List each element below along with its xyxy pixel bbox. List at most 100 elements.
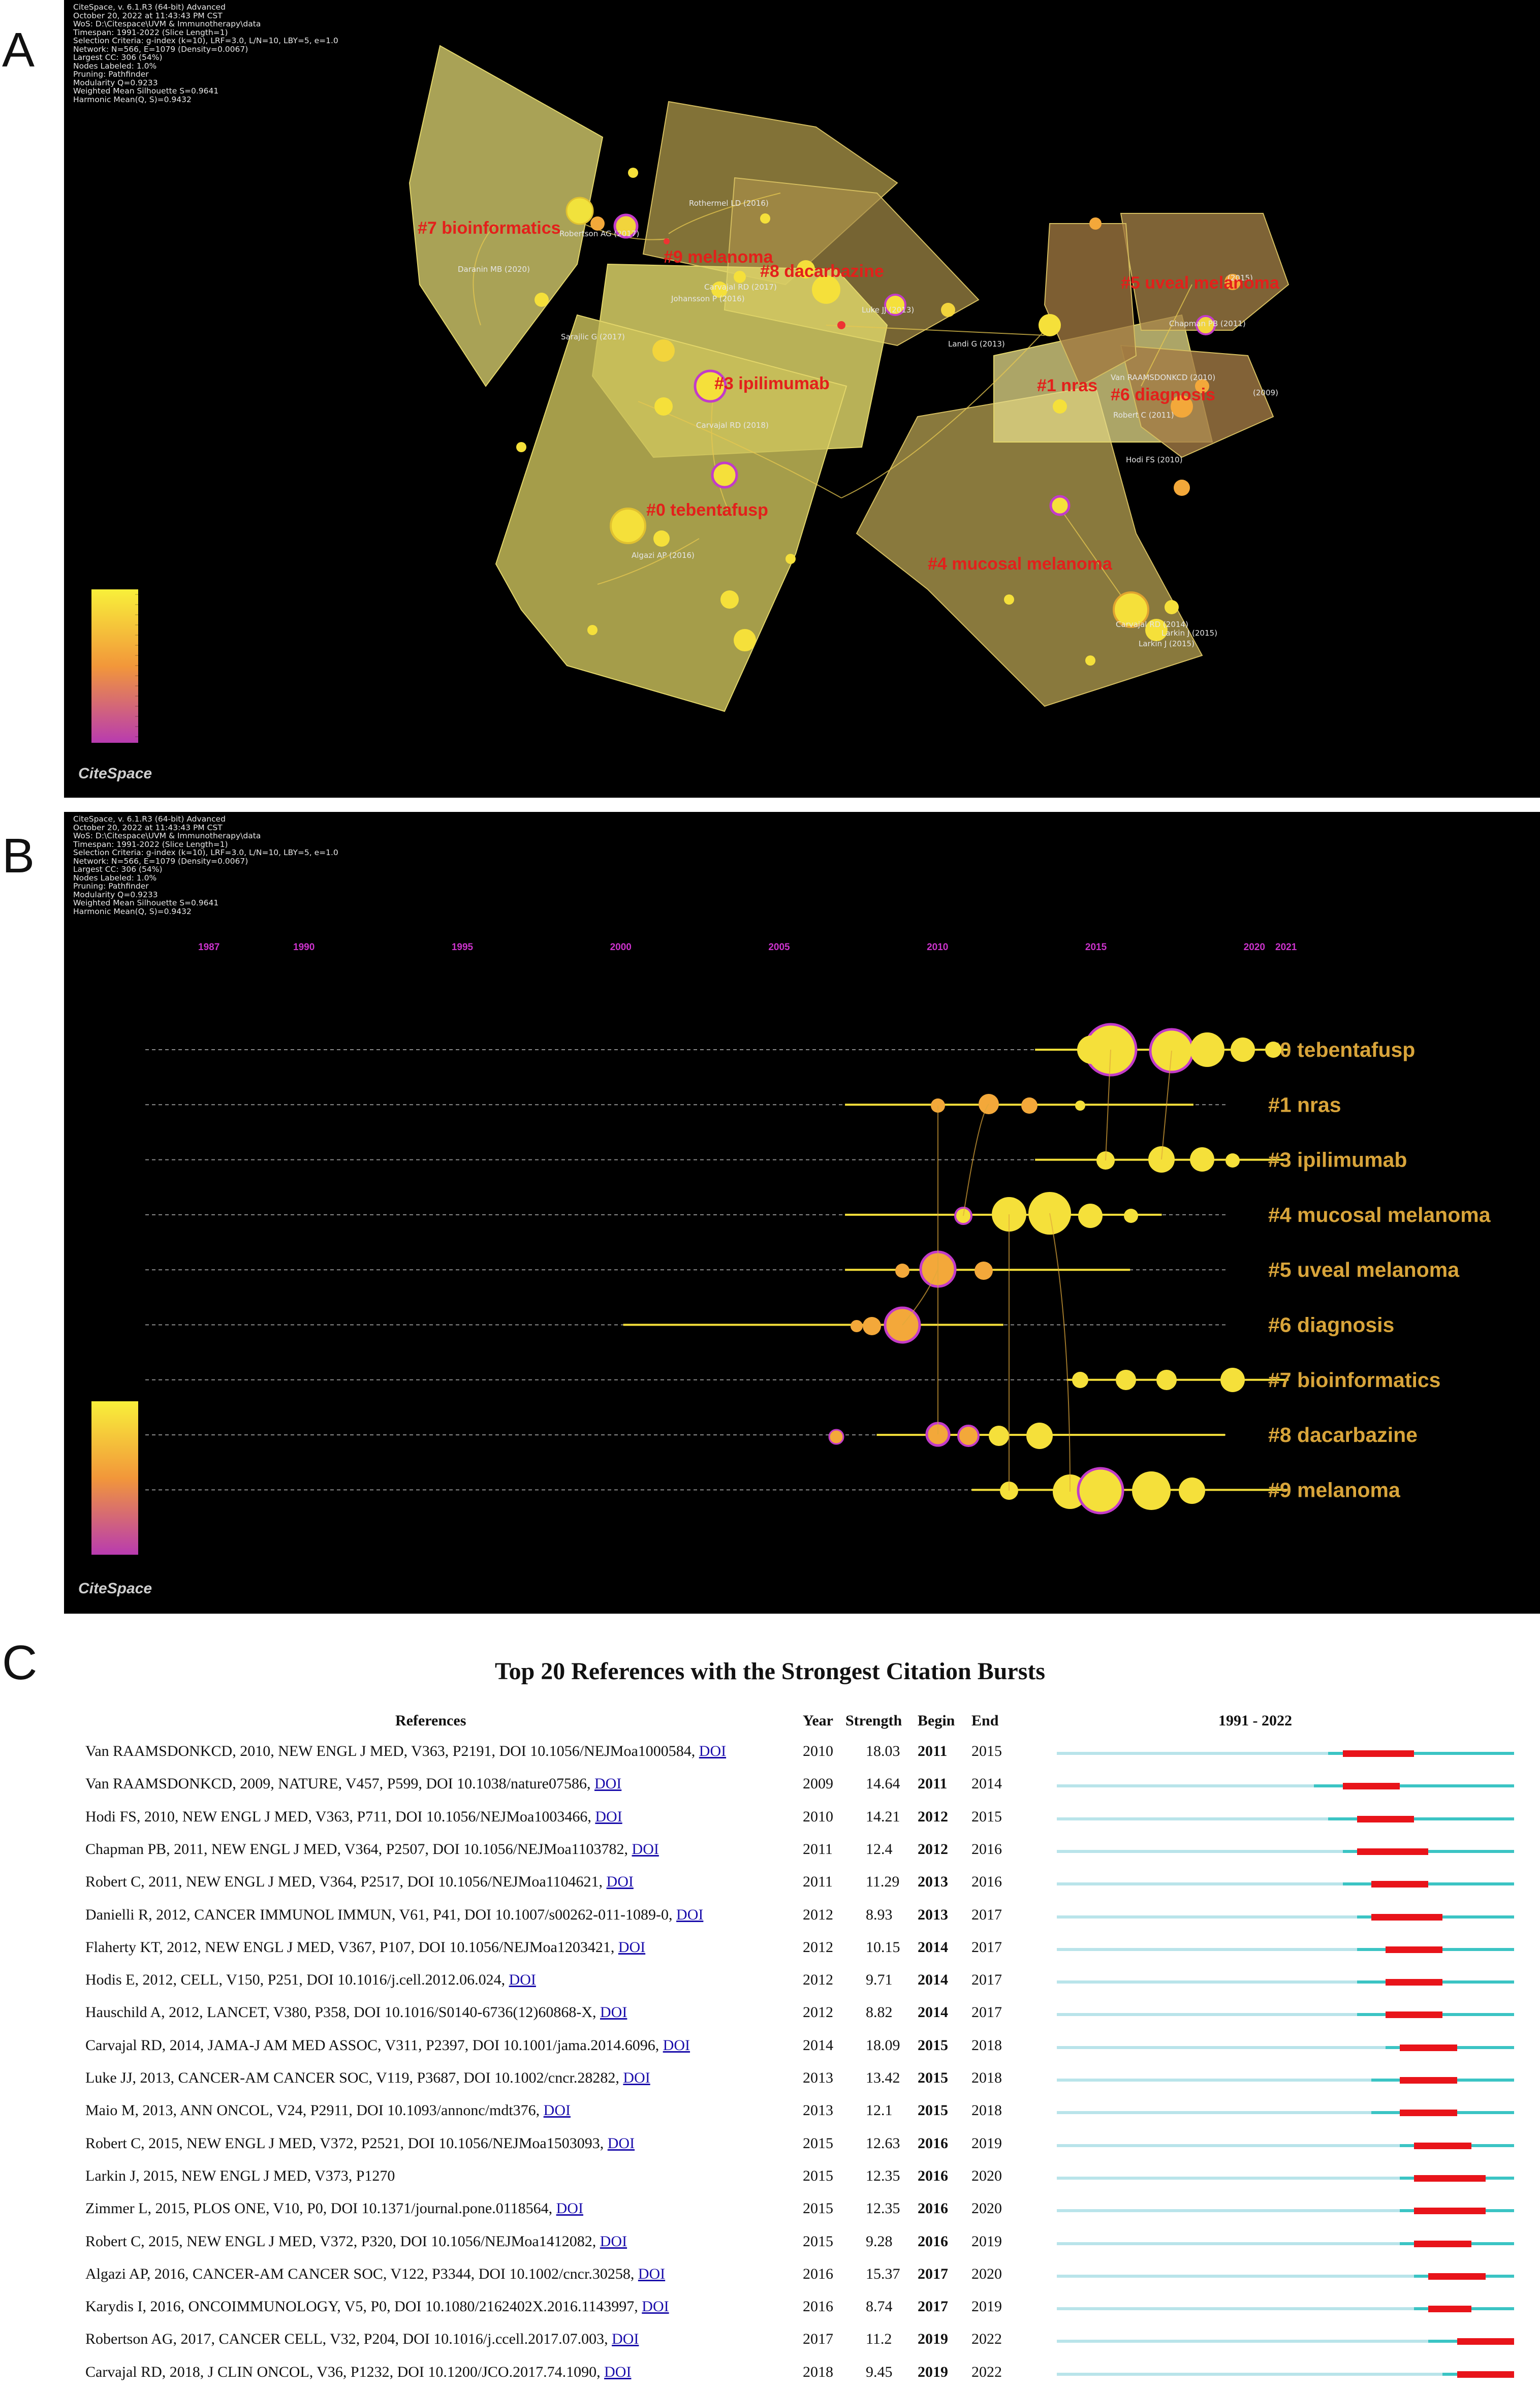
doi-link[interactable]: DOI: [618, 1938, 646, 1956]
burst-reference: Larkin J, 2015, NEW ENGL J MED, V373, P1…: [85, 2167, 395, 2184]
burst-year: 2015: [803, 2167, 833, 2184]
cluster-label-3: #3 ipilimumab: [714, 374, 830, 393]
doi-link[interactable]: DOI: [594, 1775, 622, 1793]
burst-row: Hodis E, 2012, CELL, V150, P251, DOI 10.…: [0, 1965, 1540, 1998]
burst-bar-before: [1057, 2242, 1400, 2245]
burst-strength: 11.29: [866, 1873, 900, 1891]
burst-bar-before: [1057, 2209, 1400, 2213]
cluster-hull-5: [1120, 213, 1290, 331]
burst-begin: 2014: [918, 1938, 948, 1956]
doi-link[interactable]: DOI: [600, 2232, 627, 2250]
burst-bar-before: [1057, 2079, 1371, 2082]
doi-link[interactable]: DOI: [606, 1873, 634, 1891]
burst-bar-active: [1400, 2077, 1457, 2084]
network-nodes: [516, 168, 1241, 666]
doi-link[interactable]: DOI: [623, 2069, 650, 2086]
burst-strength: 10.15: [866, 1938, 900, 1956]
burst-bar-active: [1342, 1750, 1415, 1757]
burst-bar-active: [1414, 2240, 1471, 2247]
timeline-node: [1072, 1372, 1088, 1388]
timeline-label: #8 dacarbazine: [1268, 1423, 1418, 1446]
burst-strength: 12.1: [866, 2102, 893, 2119]
timeline-node: [989, 1426, 1009, 1446]
burst-bar-active: [1342, 1783, 1400, 1790]
burst-bar-before: [1057, 1784, 1314, 1788]
doi-link[interactable]: DOI: [632, 1840, 659, 1858]
node-label: Larkin J (2015): [1161, 628, 1217, 638]
burst-bar-before: [1057, 2372, 1443, 2376]
doi-link[interactable]: DOI: [543, 2102, 571, 2119]
network-node: [1053, 399, 1067, 414]
burst-begin: 2015: [918, 2069, 948, 2086]
year-tick: 2010: [927, 942, 948, 953]
network-node: [610, 508, 646, 544]
burst-begin: 2019: [918, 2331, 948, 2348]
network-node: [694, 369, 727, 403]
network-node: [734, 271, 746, 283]
burst-bar-before: [1057, 2340, 1429, 2343]
node-label: Chapman PB (2011): [1169, 319, 1246, 328]
col-header-end: End: [971, 1712, 999, 1729]
burst-end: 2017: [971, 1938, 1002, 1956]
timeline-node: [1077, 1467, 1124, 1515]
timeline-node: [1190, 1147, 1214, 1172]
burst-bar-active: [1457, 2371, 1514, 2378]
timeline-label: #0 tebentafusp: [1268, 1038, 1415, 1061]
timeline-node: [863, 1317, 881, 1335]
node-label: Johansson P (2016): [671, 294, 745, 303]
doi-link[interactable]: DOI: [595, 1808, 622, 1825]
burst-bar-after: [1314, 1784, 1514, 1788]
node-label: Sarajlic G (2017): [561, 332, 625, 341]
doi-link[interactable]: DOI: [676, 1906, 704, 1923]
node-label: Carvajal RD (2014): [1116, 620, 1188, 629]
panel-letter-c: C: [2, 1636, 38, 1690]
doi-link[interactable]: DOI: [612, 2331, 639, 2348]
doi-link[interactable]: DOI: [600, 2004, 627, 2021]
network-node: [734, 629, 756, 651]
node-label: Daranin MB (2020): [458, 265, 530, 274]
burst-bar-before: [1057, 2307, 1415, 2311]
col-header-strength: Strength: [845, 1712, 902, 1729]
burst-end: 2019: [971, 2232, 1002, 2250]
burst-begin: 2016: [918, 2134, 948, 2152]
network-node: [884, 294, 906, 316]
burst-row: Van RAAMSDONKCD, 2009, NATURE, V457, P59…: [0, 1769, 1540, 1802]
network-node: [1196, 315, 1216, 335]
burst-end: 2016: [971, 1840, 1002, 1858]
doi-link[interactable]: DOI: [638, 2265, 666, 2282]
col-header-begin: Begin: [918, 1712, 955, 1729]
timeline-node: [1077, 1035, 1106, 1064]
burst-reference: Luke JJ, 2013, CANCER-AM CANCER SOC, V11…: [85, 2069, 650, 2086]
burst-begin: 2017: [918, 2265, 948, 2282]
burst-end: 2018: [971, 2102, 1002, 2119]
burst-strength: 11.2: [866, 2331, 892, 2348]
burst-row: Larkin J, 2015, NEW ENGL J MED, V373, P1…: [0, 2161, 1540, 2194]
doi-link[interactable]: DOI: [556, 2200, 583, 2217]
burst-year: 2012: [803, 2004, 833, 2021]
burst-year: 2011: [803, 1873, 833, 1891]
burst-bar-before: [1057, 1915, 1357, 1919]
timeline-node: [1220, 1368, 1245, 1392]
doi-link[interactable]: DOI: [509, 1971, 536, 1989]
burst-end: 2017: [971, 1971, 1002, 1989]
timeline-node: [1179, 1477, 1205, 1504]
doi-link[interactable]: DOI: [604, 2363, 632, 2380]
burst-year: 2016: [803, 2265, 833, 2282]
burst-strength: 15.37: [866, 2265, 900, 2282]
node-label: Robertson AG (2017): [559, 229, 639, 238]
doi-link[interactable]: DOI: [607, 2134, 635, 2152]
timeline-node: [1132, 1471, 1171, 1510]
burst-year: 2016: [803, 2298, 833, 2315]
timeline-labels: #0 tebentafusp #1 nras #3 ipilimumab #4 muc…: [1268, 1038, 1491, 1501]
cluster-labels: #7 bioinformatics #9 melanoma #8 dacarba…: [418, 218, 1280, 574]
network-node: [1113, 591, 1149, 628]
doi-link[interactable]: DOI: [663, 2036, 690, 2054]
burst-year: 2009: [803, 1775, 833, 1793]
panel-letter-b: B: [2, 829, 35, 883]
doi-link[interactable]: DOI: [699, 1743, 727, 1759]
cluster-hull-6: [1120, 344, 1274, 458]
burst-year: 2018: [803, 2363, 833, 2380]
burst-reference: Algazi AP, 2016, CANCER-AM CANCER SOC, V…: [85, 2265, 666, 2282]
year-tick: 2005: [768, 942, 790, 953]
doi-link[interactable]: DOI: [642, 2298, 669, 2315]
